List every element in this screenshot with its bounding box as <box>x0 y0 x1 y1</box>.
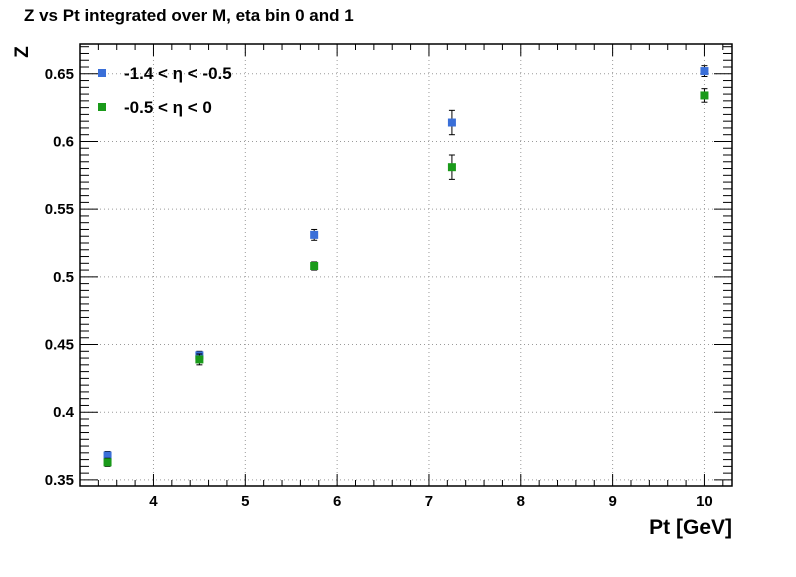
y-tick-label: 0.35 <box>45 472 74 489</box>
data-points <box>103 65 709 467</box>
y-tick-label: 0.45 <box>45 337 74 354</box>
grid <box>80 44 732 486</box>
y-axis-label: Z <box>12 46 33 58</box>
x-tick-label: 7 <box>425 493 433 510</box>
chart-title: Z vs Pt integrated over M, eta bin 0 and… <box>24 6 354 25</box>
legend-marker <box>98 103 106 111</box>
x-tick-label: 5 <box>241 493 249 510</box>
series-1 <box>103 65 709 461</box>
data-point <box>103 451 112 460</box>
data-point <box>700 91 709 100</box>
data-point <box>700 67 709 76</box>
plot-frame <box>79 43 733 487</box>
data-point <box>310 262 319 271</box>
x-axis-label: Pt [GeV] <box>649 516 732 539</box>
y-tick-label: 0.55 <box>45 201 74 218</box>
data-point <box>195 355 204 364</box>
data-point <box>103 458 112 467</box>
x-tick-label: 6 <box>333 493 341 510</box>
x-tick-label: 8 <box>517 493 525 510</box>
x-tick-label: 4 <box>149 493 158 510</box>
x-tick-label: 9 <box>608 493 616 510</box>
y-tick-label: 0.65 <box>45 66 74 83</box>
x-tick-label: 10 <box>696 493 713 510</box>
legend: -1.4 < η < -0.5 -0.5 < η < 0 <box>98 64 232 117</box>
data-point <box>447 163 456 172</box>
y-tick-label: 0.4 <box>53 404 75 421</box>
legend-label: -1.4 < η < -0.5 <box>124 64 232 83</box>
series-2 <box>103 88 709 467</box>
y-tick-label: 0.5 <box>53 269 74 286</box>
axes: 4 5 6 7 8 9 10 0.35 0.4 0.45 0.5 0.55 0.6 0.65 <box>45 43 733 510</box>
legend-label: -0.5 < η < 0 <box>124 98 212 117</box>
data-point <box>310 230 319 239</box>
y-tick-label: 0.6 <box>53 133 74 150</box>
data-point <box>447 118 456 127</box>
legend-marker <box>98 69 106 77</box>
